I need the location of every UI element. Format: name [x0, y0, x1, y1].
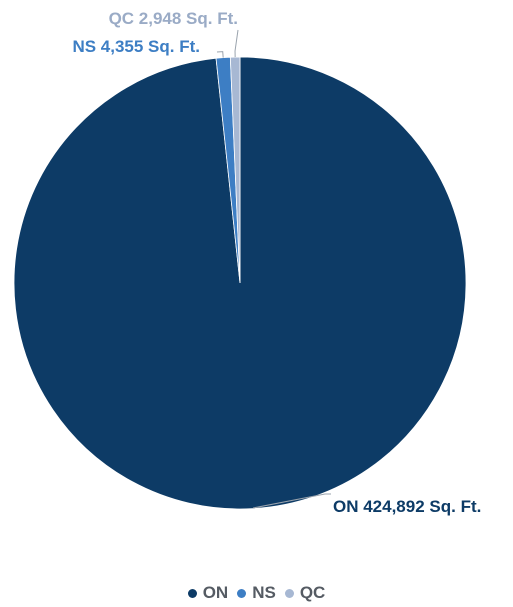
legend-item-on[interactable]: ON [187, 583, 229, 603]
legend-marker-qc [284, 588, 294, 598]
legend-label-on: ON [202, 583, 229, 602]
legend: ON NS QC [0, 583, 513, 603]
leader-line-on [252, 493, 331, 509]
legend-label-ns: NS [252, 583, 276, 602]
data-label-qc: QC 2,948 Sq. Ft. [109, 9, 238, 28]
pie-chart: ON 424,892 Sq. Ft. NS 4,355 Sq. Ft. QC 2,9… [13, 9, 481, 516]
leader-line-ns [216, 51, 224, 58]
legend-marker-ns [237, 588, 247, 598]
legend-marker-on [187, 588, 197, 598]
data-label-on: ON 424,892 Sq. Ft. [333, 497, 481, 516]
data-label-ns: NS 4,355 Sq. Ft. [72, 37, 200, 56]
leader-line-qc [234, 29, 239, 58]
legend-item-ns[interactable]: NS [237, 583, 276, 603]
legend-item-qc[interactable]: QC [284, 583, 326, 603]
legend-label-qc: QC [299, 583, 326, 602]
